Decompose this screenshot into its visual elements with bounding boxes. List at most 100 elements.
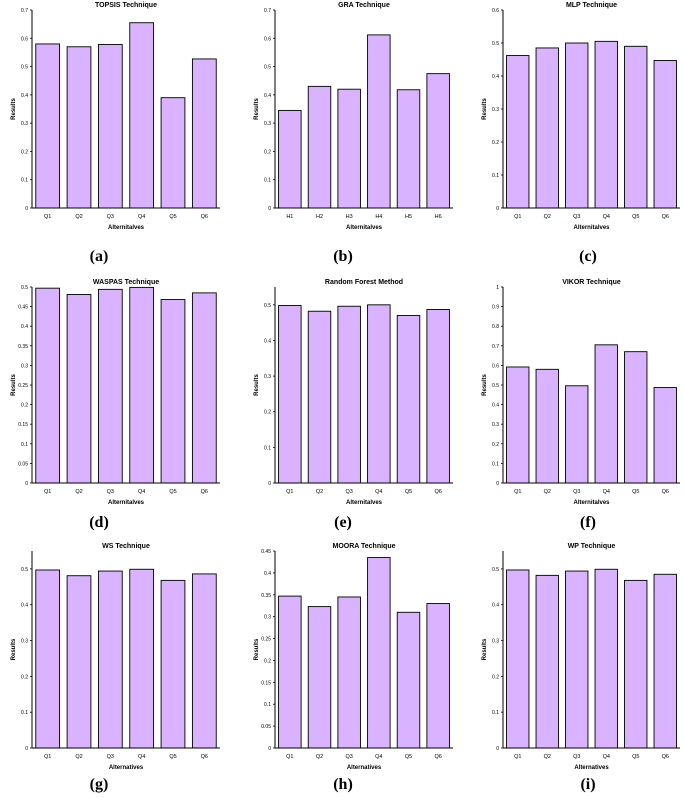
x-tick-label: Q1 — [44, 214, 51, 220]
x-tick-label: Q4 — [603, 754, 610, 760]
bar-q3 — [337, 596, 361, 749]
y-axis-label: Results — [254, 98, 260, 120]
x-tick-label: H1 — [286, 214, 293, 220]
chart-title: WASPAS Technique — [93, 279, 159, 286]
x-tick-label: H6 — [435, 214, 442, 220]
bar-q5 — [160, 579, 186, 749]
x-tick-label: Q3 — [107, 489, 114, 495]
panel-label-i: (i) — [580, 776, 596, 793]
bar-q6 — [191, 58, 217, 209]
chart-gra: GRA Technique 0 0.1 0.2 0.3 0.4 0.5 0.6 0.7 H1 H2 H… — [254, 2, 453, 231]
panel-label-b: (b) — [333, 248, 353, 265]
chart-title: WP Technique — [568, 543, 616, 550]
y-axis-label: Results — [482, 638, 488, 660]
x-tick-label: Q3 — [107, 754, 114, 760]
bar-q4 — [594, 344, 618, 484]
y-tick-label: 0.05 — [18, 461, 28, 467]
x-axis-label: Alternitalves — [573, 225, 610, 231]
bar-h1 — [278, 109, 302, 209]
x-tick-label: Q2 — [75, 489, 82, 495]
y-tick-label: 0.45 — [18, 305, 28, 311]
x-tick-label: Q5 — [632, 214, 639, 220]
x-tick-label: Q3 — [573, 489, 580, 495]
y-tick-label: 0.5 — [264, 303, 271, 309]
y-tick-label: 0.3 — [492, 639, 499, 645]
y-tick-label: 0.2 — [21, 149, 28, 155]
x-tick-label: Q5 — [169, 214, 176, 220]
x-tick-label: Q2 — [544, 214, 551, 220]
y-tick-label: 0.4 — [264, 571, 271, 577]
bar-h6 — [426, 73, 450, 209]
x-tick-label: Q5 — [169, 754, 176, 760]
chart-title: MLP Technique — [566, 2, 617, 9]
y-tick-label: 0 — [268, 746, 271, 752]
y-tick-label: 0.25 — [18, 383, 28, 389]
x-tick-label: Q4 — [375, 489, 382, 495]
y-tick-label: 0.4 — [21, 603, 28, 609]
y-tick-label: 0.2 — [492, 674, 499, 680]
y-tick-label: 0.5 — [492, 41, 499, 47]
chart-title: GRA Technique — [338, 2, 390, 9]
y-tick-label: 0.4 — [264, 338, 271, 344]
bar-q1 — [506, 366, 530, 484]
chart-waspas: WASPAS Technique 0 0.05 0.1 0.15 0.2 0.25 0.3 0.… — [11, 279, 220, 506]
x-axis-label: Alternitalves — [108, 500, 145, 506]
bar-q4 — [129, 22, 155, 209]
x-tick-label: Q2 — [75, 754, 82, 760]
y-tick-label: 0.3 — [264, 374, 271, 380]
x-tick-label: H2 — [316, 214, 323, 220]
x-tick-label: Q6 — [662, 489, 669, 495]
x-tick-label: Q6 — [434, 489, 441, 495]
y-tick-label: 0.2 — [264, 658, 271, 664]
bar-q1 — [278, 595, 302, 749]
x-tick-label: Q5 — [632, 754, 639, 760]
y-tick-label: 0.6 — [492, 8, 499, 14]
x-axis-label: Alternatives — [574, 765, 609, 771]
bar-q3 — [97, 44, 123, 209]
x-tick-label: H3 — [346, 214, 353, 220]
x-tick-label: Q4 — [603, 489, 610, 495]
x-tick-label: Q6 — [201, 754, 208, 760]
y-tick-label: 0.1 — [492, 710, 499, 716]
panel-label-f: (f) — [580, 514, 596, 531]
y-tick-label: 0.4 — [264, 93, 271, 99]
x-axis-label: Alternatives — [347, 765, 382, 771]
bar-q3 — [565, 385, 589, 484]
x-tick-label: Q1 — [286, 489, 293, 495]
y-tick-label: 0.1 — [264, 445, 271, 451]
y-tick-label: 0.4 — [492, 403, 499, 409]
y-tick-label: 0.4 — [21, 324, 28, 330]
bar-h2 — [307, 85, 332, 209]
x-tick-label: Q2 — [544, 489, 551, 495]
y-tick-label: 0.2 — [21, 403, 28, 409]
x-axis-label: Alternitalves — [346, 500, 383, 506]
y-tick-label: 0.15 — [18, 422, 28, 428]
x-tick-label: Q4 — [138, 214, 145, 220]
y-tick-label: 0 — [496, 481, 499, 487]
bar-q5 — [396, 315, 421, 484]
chart-mlp: MLP Technique 0 0.1 0.2 0.3 0.4 0.5 0.6 Q1 Q2 Q3 Q4… — [482, 2, 680, 231]
x-tick-label: Q3 — [345, 754, 352, 760]
y-axis-label: Results — [254, 374, 260, 396]
y-axis-label: Results — [482, 98, 488, 120]
bar-q1 — [35, 43, 61, 209]
x-tick-label: Q4 — [138, 489, 145, 495]
x-tick-label: Q4 — [603, 214, 610, 220]
x-tick-label: Q4 — [375, 754, 382, 760]
y-tick-label: 0 — [25, 206, 28, 212]
chart-topsis: TOPSIS Technique 0 0.1 0.2 0.3 0.4 0.5 0.6 0.7 Q1… — [11, 2, 220, 231]
panel-label-h: (h) — [333, 776, 353, 793]
x-tick-label: Q6 — [201, 489, 208, 495]
y-tick-label: 0.05 — [261, 724, 271, 730]
y-tick-label: 0.1 — [492, 461, 499, 467]
bar-q6 — [653, 573, 677, 749]
y-tick-label: 0.1 — [21, 178, 28, 184]
x-axis-label: Alternitalves — [108, 225, 145, 231]
x-tick-label: Q6 — [662, 214, 669, 220]
x-tick-label: Q2 — [544, 754, 551, 760]
y-tick-label: 0.4 — [21, 93, 28, 99]
y-tick-label: 0.15 — [261, 680, 271, 686]
x-axis-label: Alternatives — [109, 765, 144, 771]
x-tick-label: Q3 — [107, 214, 114, 220]
y-axis-label: Results — [482, 374, 488, 396]
